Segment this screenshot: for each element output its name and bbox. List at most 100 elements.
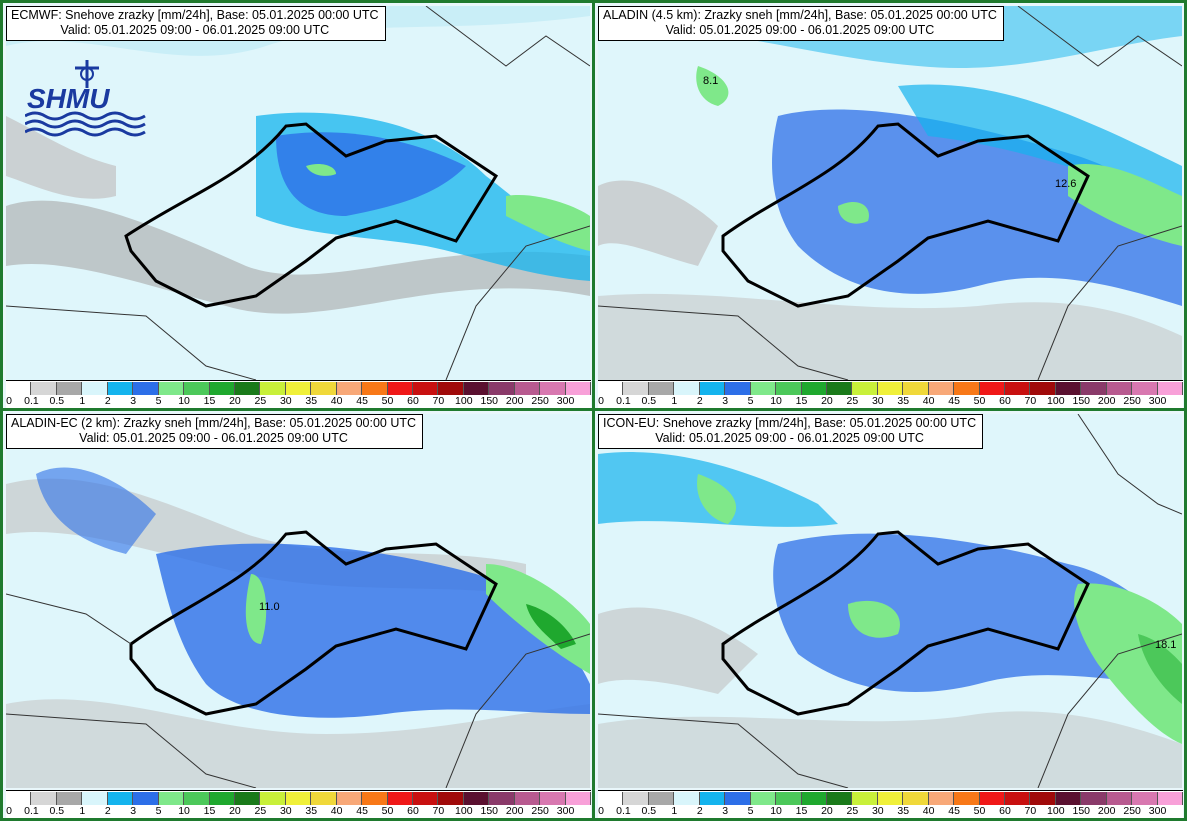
legend-swatch xyxy=(1106,382,1133,395)
legend-swatch xyxy=(1030,792,1056,805)
legend-swatch xyxy=(903,382,929,395)
ecmwf-panel: ECMWF: Snehove zrazky [mm/24h], Base: 05… xyxy=(0,0,595,411)
legend-swatch xyxy=(699,792,726,805)
legend-tick-label: 2 xyxy=(696,395,703,407)
legend-swatch xyxy=(158,792,185,805)
legend-swatch xyxy=(674,792,700,805)
legend-tick-label: 10 xyxy=(178,805,190,817)
legend-swatch xyxy=(209,382,235,395)
legend-swatch xyxy=(234,382,261,395)
aladin-value-label: 12.6 xyxy=(1055,178,1077,190)
legend-tick-label: 3 xyxy=(722,805,729,817)
aladin-ec-title-line2: Valid: 05.01.2025 09:00 - 06.01.2025 09:… xyxy=(79,431,348,445)
legend-swatch xyxy=(1055,792,1082,805)
legend-ticks: 0 0.1 0.5 1 2 3 5 10 15 20 25 30 35 40 45 50 60 70 100 150 2… xyxy=(598,805,1183,818)
legend-tick-label: 10 xyxy=(770,395,782,407)
legend-swatches xyxy=(598,382,1184,395)
legend-swatch xyxy=(285,792,312,805)
legend-swatch xyxy=(260,382,286,395)
legend-swatch xyxy=(674,382,700,395)
legend-swatch xyxy=(1005,792,1031,805)
legend-tick-label: 1 xyxy=(79,805,86,817)
legend-swatch xyxy=(540,792,566,805)
legend-tick-label: 100 xyxy=(455,805,473,817)
legend-tick-label: 25 xyxy=(846,805,859,817)
legend-tick-label: 2 xyxy=(104,805,111,817)
ecmwf-title-line1: ECMWF: Snehove zrazky [mm/24h], Base: 05… xyxy=(11,8,379,22)
legend-swatch xyxy=(362,792,388,805)
aladin-value-label: 8.1 xyxy=(703,75,719,87)
legend-swatch xyxy=(31,382,57,395)
legend-tick-label: 50 xyxy=(381,395,394,407)
legend-tick-label: 20 xyxy=(229,805,241,817)
icon-eu-map xyxy=(598,414,1182,788)
legend-tick-label: 50 xyxy=(381,805,394,817)
legend-tick-label: 40 xyxy=(330,805,343,817)
legend-tick-label: 2 xyxy=(696,805,703,817)
legend-tick-label: 70 xyxy=(432,805,445,817)
legend-tick-label: 3 xyxy=(130,395,137,407)
legend-tick-label: 20 xyxy=(821,395,833,407)
legend-swatch xyxy=(776,792,802,805)
legend-swatch xyxy=(928,792,955,805)
legend-ticks: 0 0.1 0.5 1 2 3 5 10 15 20 25 30 35 40 45 50 60 70 100 150 2… xyxy=(598,395,1183,408)
legend-swatch xyxy=(648,792,675,805)
legend-tick-label: 150 xyxy=(1072,805,1091,817)
legend-swatch xyxy=(979,792,1005,805)
ecmwf-title: ECMWF: Snehove zrazky [mm/24h], Base: 05… xyxy=(6,6,386,41)
legend-tick-label: 45 xyxy=(356,395,368,407)
legend-swatch xyxy=(877,792,904,805)
legend-tick-label: 300 xyxy=(556,395,575,407)
legend-tick-label: 15 xyxy=(203,395,216,407)
legend-swatch xyxy=(463,382,490,395)
legend-tick-label: 5 xyxy=(155,395,162,407)
legend-swatch xyxy=(311,382,337,395)
legend-swatch xyxy=(826,792,853,805)
legend-swatch xyxy=(954,792,980,805)
legend-tick-label: 45 xyxy=(356,805,368,817)
legend-swatch xyxy=(336,382,363,395)
legend-swatch xyxy=(133,792,159,805)
aladin-ec-title: ALADIN-EC (2 km): Zrazky sneh [mm/24h], … xyxy=(6,414,424,449)
legend-tick-label: 60 xyxy=(407,395,419,407)
legend-tick-label: 5 xyxy=(155,805,162,817)
legend-tick-label: 100 xyxy=(1047,805,1065,817)
legend-tick-label: 200 xyxy=(1097,395,1116,407)
icon-eu-title-line2: Valid: 05.01.2025 09:00 - 06.01.2025 09:… xyxy=(655,431,924,445)
aladin-title: ALADIN (4.5 km): Zrazky sneh [mm/24h], B… xyxy=(598,6,1004,41)
legend-swatch xyxy=(387,382,413,395)
legend-swatch xyxy=(413,382,439,395)
legend-tick-label: 2 xyxy=(104,395,111,407)
legend-tick-label: 10 xyxy=(770,805,782,817)
legend-tick-label: 0.1 xyxy=(24,395,39,407)
legend-swatch xyxy=(1081,382,1107,395)
legend-swatch xyxy=(928,382,955,395)
legend-swatch xyxy=(852,792,878,805)
legend-tick-label: 5 xyxy=(747,395,754,407)
aladin-title-line2: Valid: 05.01.2025 09:00 - 06.01.2025 09:… xyxy=(665,23,935,37)
legend-swatch xyxy=(133,382,159,395)
legend-tick-label: 25 xyxy=(846,395,859,407)
icon-eu-legend: 0 0.1 0.5 1 2 3 5 10 15 20 25 30 35 40 45 50 60 70 100 150 2… xyxy=(598,790,1184,818)
icon-eu-title-line1: ICON-EU: Snehove zrazky [mm/24h], Base: … xyxy=(603,416,977,430)
legend-swatch xyxy=(489,382,515,395)
legend-tick-label: 25 xyxy=(254,805,267,817)
aladin-ec-legend: 0 0.1 0.5 1 2 3 5 10 15 20 25 30 35 40 45 50 60 70 100 150 2… xyxy=(6,790,592,818)
legend-tick-label: 15 xyxy=(795,395,808,407)
legend-swatch xyxy=(801,382,827,395)
legend-tick-label: 150 xyxy=(480,805,499,817)
legend-tick-label: 30 xyxy=(279,395,292,407)
legend-swatch xyxy=(903,792,929,805)
legend-swatch xyxy=(565,382,592,395)
legend-swatch xyxy=(750,792,777,805)
shmu-logo: SHMU xyxy=(25,60,146,137)
legend-tick-label: 5 xyxy=(747,805,754,817)
legend-swatch xyxy=(623,792,649,805)
legend-tick-label: 70 xyxy=(1024,395,1037,407)
legend-swatch xyxy=(184,382,210,395)
legend-tick-label: 0.5 xyxy=(49,395,65,407)
legend-swatch xyxy=(750,382,777,395)
legend-swatch xyxy=(877,382,904,395)
legend-tick-label: 30 xyxy=(279,805,292,817)
